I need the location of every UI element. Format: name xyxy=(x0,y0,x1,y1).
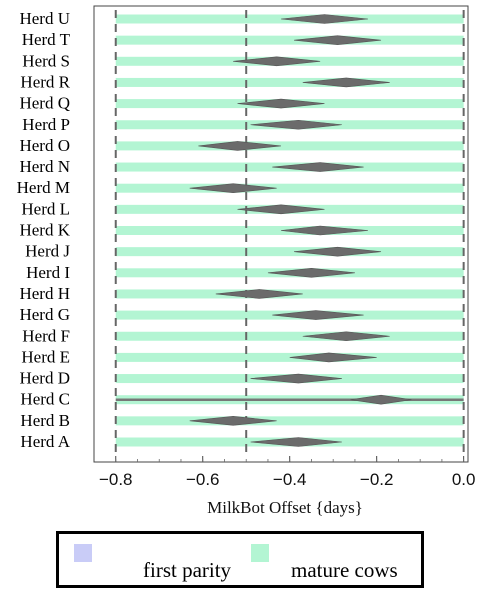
estimate-diamond xyxy=(280,225,369,236)
x-tick-label: −0.6 xyxy=(186,470,220,489)
range-band xyxy=(115,183,464,193)
range-band xyxy=(115,35,464,45)
estimate-diamond xyxy=(198,141,282,151)
estimate-diamond xyxy=(215,289,303,299)
category-label: Herd K xyxy=(19,221,70,240)
estimate-diamond xyxy=(294,246,382,257)
estimate-diamond xyxy=(302,77,390,88)
category-label: Herd M xyxy=(17,178,70,197)
estimate-diamond xyxy=(272,162,364,172)
category-label: Herd B xyxy=(20,411,70,430)
x-tick-label: −0.4 xyxy=(273,470,307,489)
estimate-diamond xyxy=(237,204,325,215)
category-label: Herd P xyxy=(22,115,70,134)
estimate-diamond xyxy=(294,35,382,45)
range-band xyxy=(115,331,464,341)
category-label: Herd T xyxy=(22,30,71,49)
plot-frame xyxy=(93,5,469,463)
category-label: Herd U xyxy=(19,9,70,28)
x-tick-label: 0.0 xyxy=(452,470,476,489)
x-tick-label: −0.2 xyxy=(360,470,394,489)
estimate-diamond xyxy=(189,416,277,426)
estimate-diamond xyxy=(267,267,355,278)
legend-label-first-parity: first parity xyxy=(143,558,232,582)
x-tick-label: −0.8 xyxy=(99,470,133,489)
category-label: Herd H xyxy=(19,284,70,303)
x-axis-title: MilkBot Offset {days} xyxy=(207,498,363,517)
legend-label-mature-cows: mature cows xyxy=(291,558,398,582)
category-label: Herd F xyxy=(22,326,70,345)
estimate-diamond xyxy=(237,98,325,109)
range-band xyxy=(115,77,464,87)
estimate-diamond xyxy=(233,56,321,67)
estimate-diamond xyxy=(250,373,342,384)
legend-swatch-first-parity xyxy=(74,544,92,562)
estimate-diamond xyxy=(289,352,377,363)
category-label: Herd D xyxy=(19,369,70,388)
category-label: Herd Q xyxy=(19,94,70,113)
category-label: Herd R xyxy=(20,72,70,91)
estimate-diamond xyxy=(302,331,390,342)
category-label: Herd O xyxy=(19,136,70,155)
category-label: Herd G xyxy=(19,305,70,324)
estimate-diamond xyxy=(250,437,342,447)
category-label: Herd S xyxy=(22,51,70,70)
range-band xyxy=(115,247,464,257)
estimate-diamond xyxy=(189,183,277,194)
category-label: Herd I xyxy=(26,263,70,282)
range-band xyxy=(115,141,464,151)
category-label: Herd N xyxy=(19,157,70,176)
category-label: Herd A xyxy=(20,432,70,451)
category-label: Herd L xyxy=(21,199,70,218)
category-label: Herd J xyxy=(25,242,70,261)
legend-swatch-mature-cows xyxy=(251,544,269,562)
chart-svg: Herd U Herd T Herd S Herd R Herd Q Herd P Herd… xyxy=(17,5,476,517)
category-label: Herd C xyxy=(20,390,70,409)
estimate-diamond xyxy=(280,14,369,24)
category-label: Herd E xyxy=(21,347,70,366)
estimate-diamond xyxy=(250,119,342,130)
legend: first parity mature cows xyxy=(56,531,424,588)
chart: Herd U Herd T Herd S Herd R Herd Q Herd P Herd… xyxy=(17,5,476,517)
estimate-diamond xyxy=(350,394,412,405)
range-band xyxy=(115,416,464,426)
estimate-diamond xyxy=(272,310,364,320)
